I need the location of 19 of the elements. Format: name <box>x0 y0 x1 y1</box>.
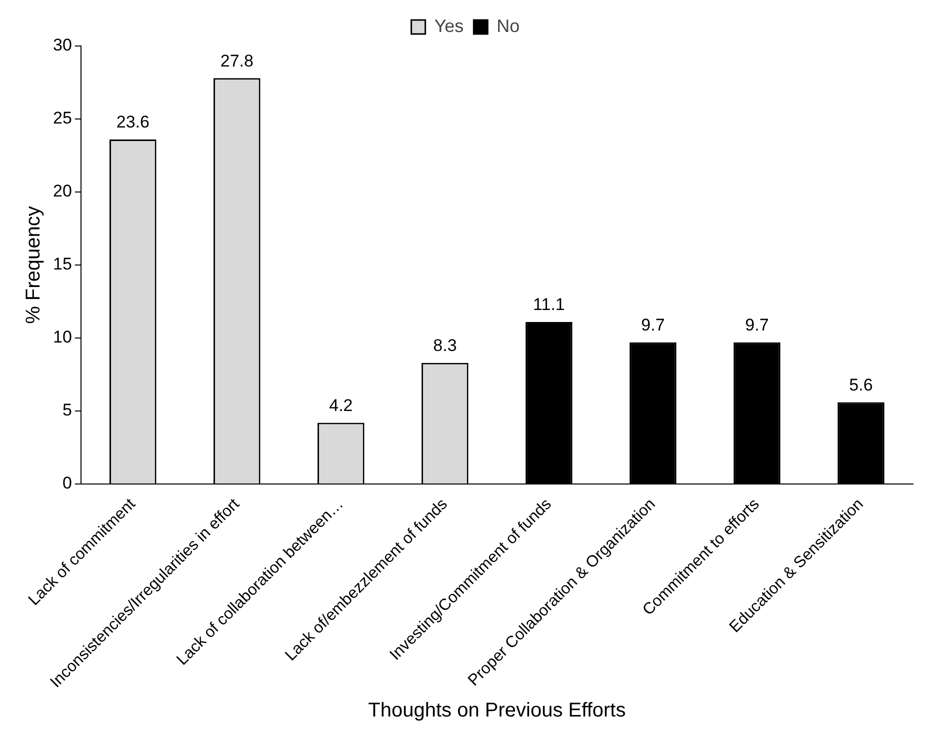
y-tick-label: 10 <box>52 328 72 347</box>
y-tick-label: 5 <box>62 400 72 420</box>
legend-label: No <box>496 16 520 36</box>
y-tick-label: 25 <box>52 108 72 128</box>
data-label: 9.7 <box>745 316 769 335</box>
y-tick-label: 15 <box>52 254 72 274</box>
data-label: 11.1 <box>533 295 565 314</box>
x-axis-title: Thoughts on Previous Efforts <box>368 700 626 722</box>
y-axis-title: % Frequency <box>22 206 45 324</box>
data-label: 27.8 <box>220 51 254 70</box>
y-tick-label: 20 <box>52 182 72 201</box>
legend-label: Yes <box>434 16 464 36</box>
data-label: 5.6 <box>849 375 873 394</box>
y-tick-label: 30 <box>52 36 72 55</box>
data-label: 9.7 <box>641 316 665 335</box>
data-label: 4.2 <box>329 396 353 415</box>
y-tick-label: 0 <box>62 474 72 493</box>
data-label: 23.6 <box>116 112 150 132</box>
data-label: 8.3 <box>433 336 457 356</box>
